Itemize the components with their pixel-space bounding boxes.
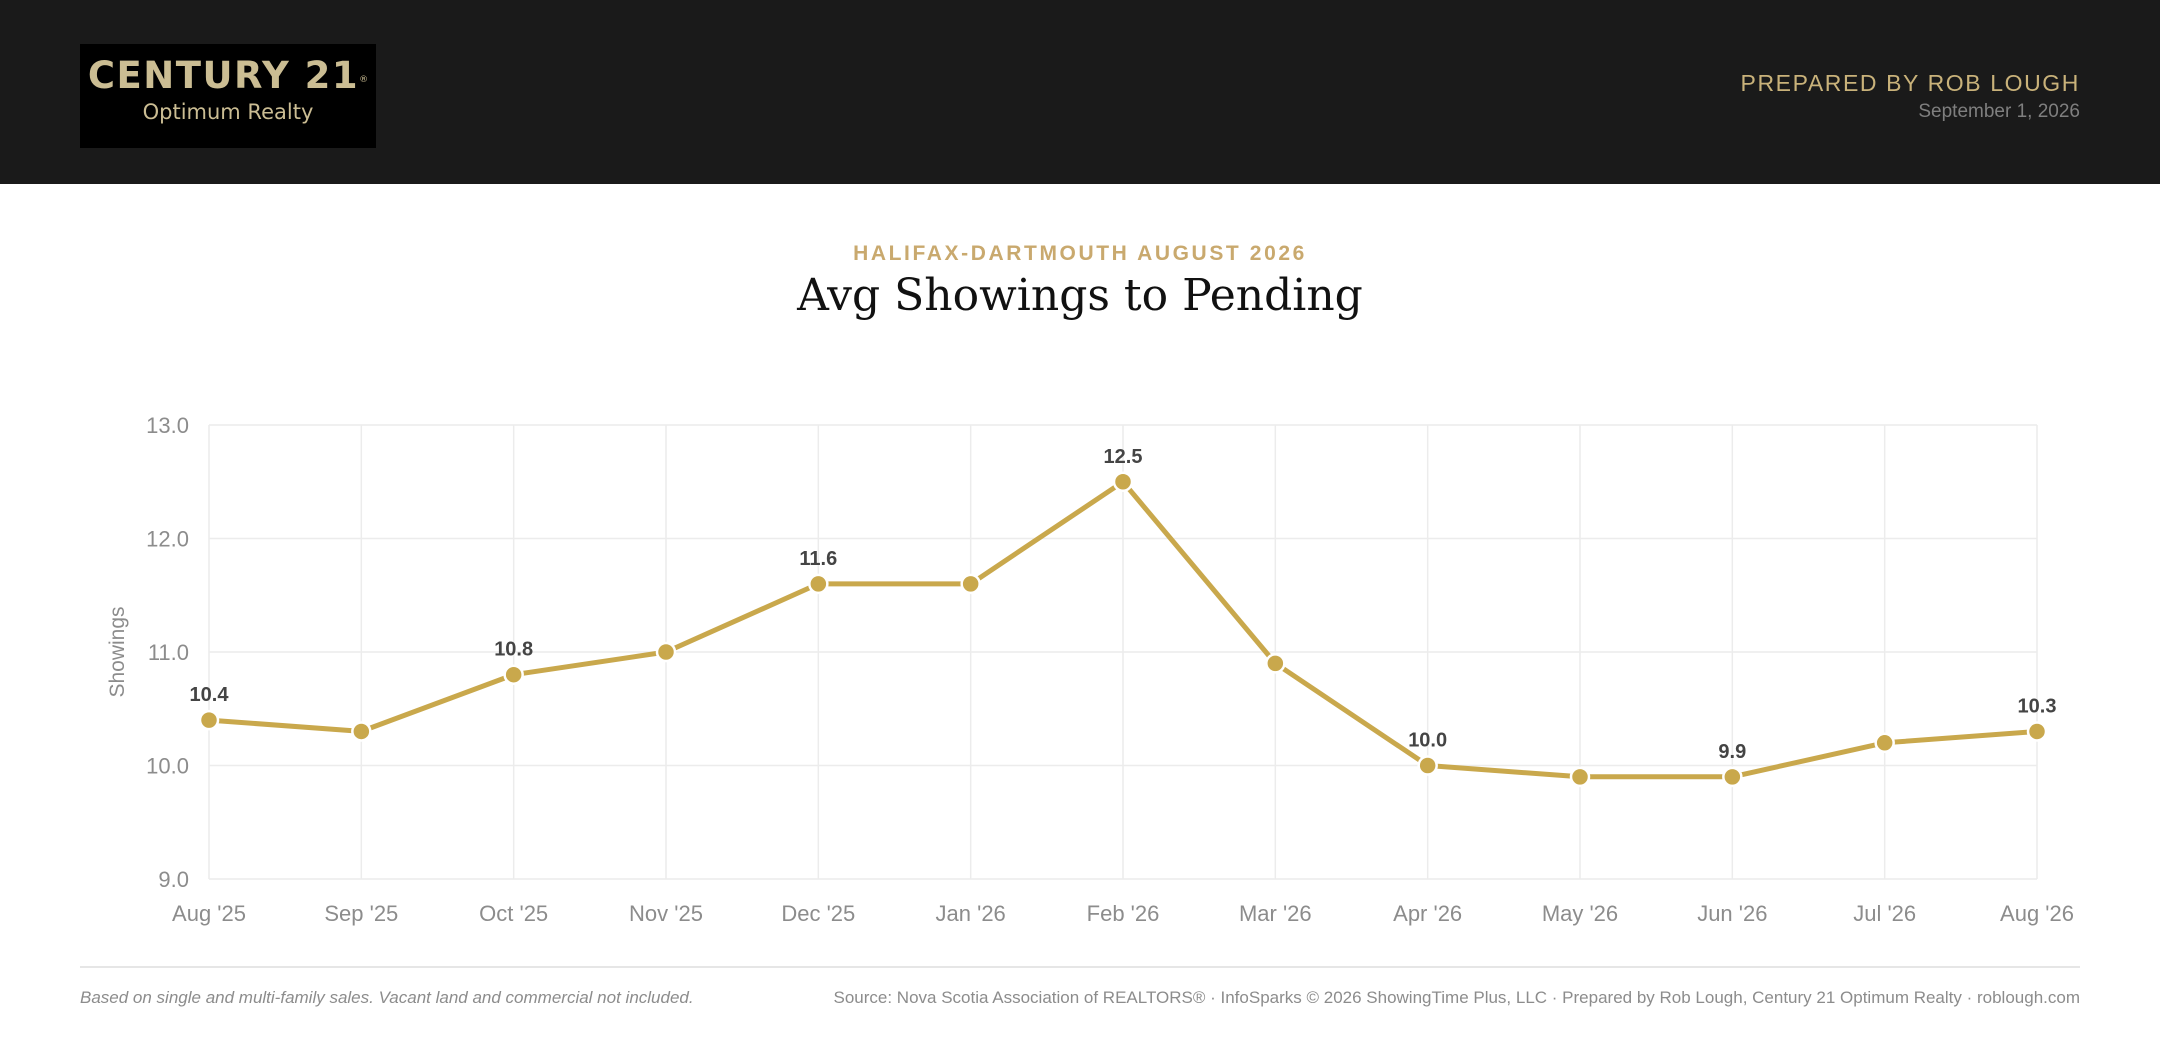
data-point	[1569, 766, 1591, 788]
x-tick-label: Apr '26	[1393, 901, 1462, 926]
x-tick-label: Jul '26	[1853, 901, 1916, 926]
data-point	[1874, 732, 1895, 754]
data-point	[960, 573, 981, 595]
data-label: 10.0	[1408, 730, 1447, 752]
data-label: 10.8	[494, 639, 533, 661]
x-tick-label: Mar '26	[1239, 901, 1312, 926]
y-axis-title: Showings	[106, 606, 129, 697]
x-tick-label: Oct '25	[479, 901, 548, 926]
x-tick-label: Aug '25	[172, 901, 246, 926]
chart-title: Avg Showings to Pending	[797, 270, 1363, 321]
century21-logo: CENTURY 21® Optimum Realty	[80, 44, 376, 148]
data-point	[1265, 653, 1286, 674]
data-point	[351, 721, 372, 742]
x-tick-label: Jan '26	[936, 901, 1006, 926]
report-header: CENTURY 21® Optimum Realty PREPARED BY R…	[0, 0, 2160, 184]
x-tick-label: Feb '26	[1087, 901, 1160, 926]
data-point	[198, 709, 220, 731]
y-tick-label: 13.0	[146, 413, 189, 438]
line-chart: 13.0 12.0 11.0 10.0 9.0 Aug '25 Sep '25 Oct '25…	[106, 413, 2074, 926]
data-point	[655, 641, 677, 663]
report-date: September 1, 2026	[1918, 101, 2080, 122]
prepared-by: PREPARED BY ROB LOUGH	[1740, 70, 2080, 96]
y-tick-label: 9.0	[158, 867, 189, 892]
data-label: 9.9	[1718, 741, 1746, 763]
x-tick-label: Jun '26	[1697, 901, 1767, 926]
y-tick-label: 12.0	[146, 527, 189, 552]
data-label: 10.4	[190, 684, 230, 706]
registered-mark: ®	[359, 75, 369, 85]
data-label: 12.5	[1104, 446, 1143, 468]
footer-source: Source: Nova Scotia Association of REALT…	[833, 988, 2081, 1007]
report-eyebrow: HALIFAX-DARTMOUTH AUGUST 2026	[853, 242, 1307, 265]
data-point	[503, 664, 524, 685]
footer-divider	[80, 966, 2080, 968]
data-point	[1112, 471, 1134, 492]
x-tick-label: May '26	[1542, 901, 1618, 926]
logo-subtitle: Optimum Realty	[142, 100, 314, 124]
data-point	[2026, 721, 2048, 742]
x-tick-label: Sep '25	[324, 901, 398, 926]
data-point	[1722, 766, 1743, 788]
y-tick-label: 11.0	[148, 640, 189, 665]
x-tick-label: Nov '25	[629, 901, 703, 926]
logo-wordmark: CENTURY 21®	[87, 54, 369, 97]
data-point	[808, 573, 829, 595]
data-label: 10.3	[2018, 695, 2057, 717]
y-tick-label: 10.0	[146, 754, 189, 779]
data-label: 11.6	[799, 548, 837, 570]
x-tick-label: Dec '25	[781, 901, 855, 926]
footer-note: Based on single and multi-family sales. …	[80, 988, 694, 1007]
data-point	[1417, 755, 1438, 776]
x-tick-label: Aug '26	[2000, 901, 2074, 926]
